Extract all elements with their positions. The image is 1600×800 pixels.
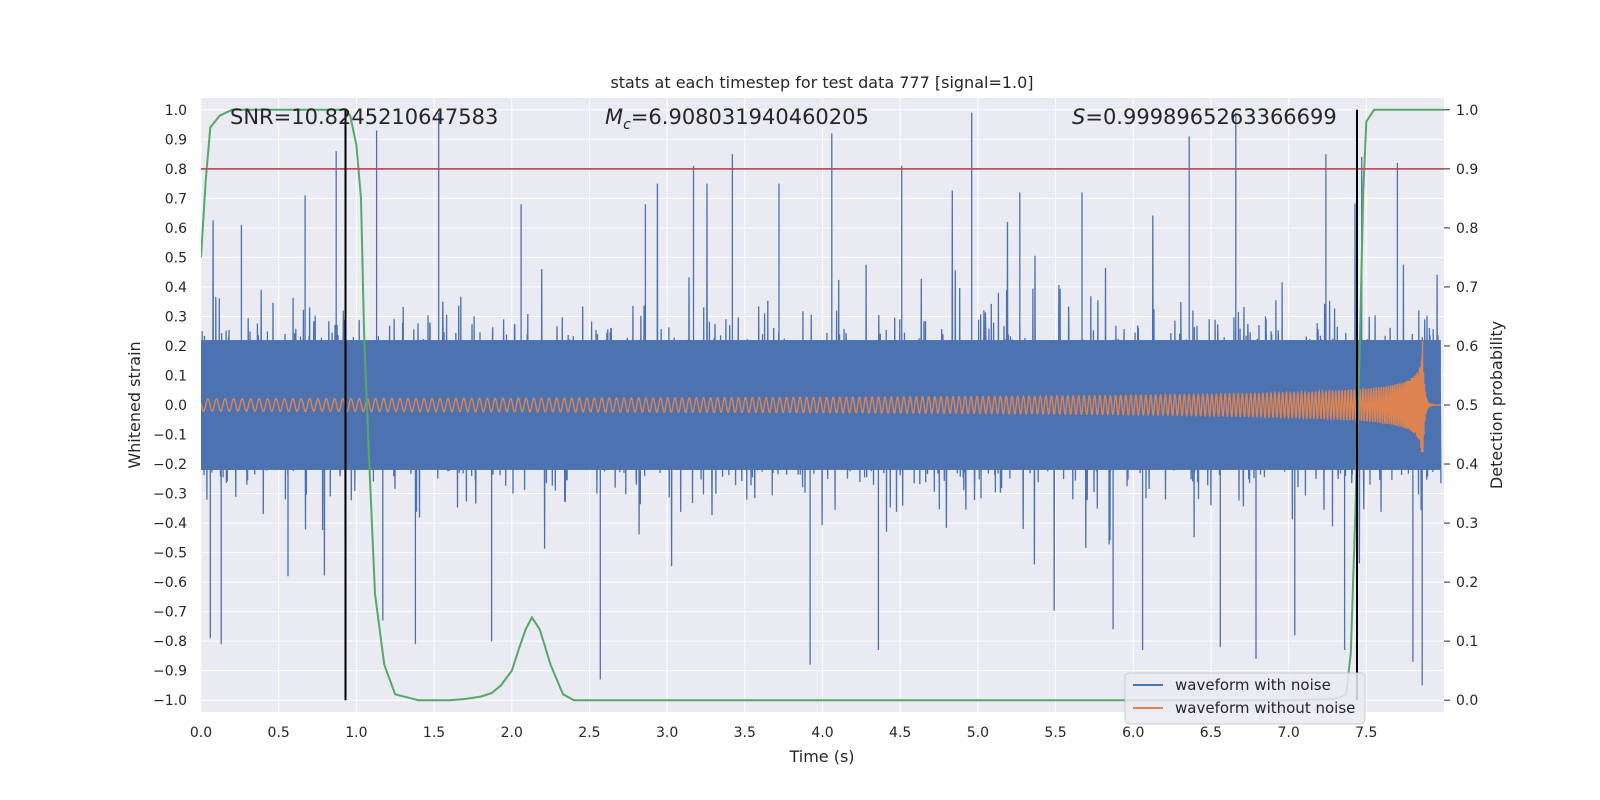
x-tick-label: 2.0	[501, 725, 523, 741]
y-tick-label: 0.7	[165, 191, 187, 207]
legend-label-clean: waveform without noise	[1175, 699, 1355, 717]
score-annotation: S=0.9998965263366699	[1072, 105, 1337, 129]
y-tick-label: −1.0	[153, 693, 187, 709]
chirp-mass-value: =6.908031940460205	[631, 105, 869, 129]
y-tick-label: 0.8	[165, 162, 187, 178]
legend-label-noise: waveform with noise	[1175, 676, 1331, 694]
waveform-without-noise-series	[201, 340, 1441, 453]
y-tick-label: −0.3	[153, 487, 187, 503]
x-tick-label: 4.5	[889, 725, 911, 741]
y-tick-label: −0.6	[153, 575, 187, 591]
y2-tick-label: 0.8	[1456, 221, 1478, 237]
y-tick-label: 0.4	[165, 280, 187, 296]
y2-tick-label: 0.1	[1456, 634, 1478, 650]
x-tick-label: 5.0	[967, 725, 989, 741]
y2-axis-label: Detection probability	[1487, 321, 1506, 489]
y2-tick-label: 0.6	[1456, 339, 1478, 355]
score-value: =0.9998965263366699	[1085, 105, 1336, 129]
x-tick-label: 6.0	[1122, 725, 1144, 741]
y-tick-label: −0.8	[153, 634, 187, 650]
y-tick-label: 1.0	[165, 103, 187, 119]
x-tick-label: 6.5	[1200, 725, 1222, 741]
chirp-mass-annotation: Mc=6.908031940460205	[605, 105, 869, 133]
x-tick-label: 7.5	[1355, 725, 1377, 741]
x-tick-label: 0.5	[268, 725, 290, 741]
y-tick-label: −0.4	[153, 516, 187, 532]
chirp-mass-subscript: c	[623, 117, 631, 133]
y2-axis-ticks: 1.0 0.9 0.8 0.7 0.6 0.5 0.4 0.3 0.2 0.1 0.0	[1444, 103, 1478, 709]
y2-tick-label: 0.4	[1456, 457, 1478, 473]
y-tick-label: −0.2	[153, 457, 187, 473]
waveform-with-noise-core	[201, 340, 1441, 470]
x-tick-label: 0.0	[190, 725, 212, 741]
y-tick-label: 0.6	[165, 221, 187, 237]
waveform-without-noise-line	[201, 340, 1441, 453]
legend-box	[1124, 672, 1366, 725]
x-tick-label: 5.5	[1044, 725, 1066, 741]
y-axis-label: Whitened strain	[125, 341, 144, 468]
y-tick-label: 0.1	[165, 368, 187, 384]
y2-tick-label: 0.5	[1456, 398, 1478, 414]
y-tick-label: −0.9	[153, 664, 187, 680]
x-axis-ticks: 0.0 0.5 1.0 1.5 2.0 2.5 3.0 3.5 4.0 4.5 5.0 5.5 6.0 6…	[190, 725, 1378, 741]
y-axis-ticks: 1.0 0.9 0.8 0.7 0.6 0.5 0.4 0.3 0.2 0.1 0.0 −0.1 −0.…	[153, 103, 187, 709]
y-tick-label: −0.1	[153, 428, 187, 444]
detection-markers	[344, 109, 1358, 701]
chirp-mass-symbol: M	[605, 105, 623, 129]
x-tick-label: 1.0	[345, 725, 367, 741]
x-axis-label: Time (s)	[788, 747, 854, 766]
x-tick-label: 2.5	[578, 725, 600, 741]
y2-tick-label: 0.0	[1456, 693, 1478, 709]
x-tick-label: 7.0	[1277, 725, 1299, 741]
x-tick-label: 4.0	[811, 725, 833, 741]
y-tick-label: 0.3	[165, 309, 187, 325]
score-symbol: S	[1072, 105, 1085, 129]
legend: waveform with noise waveform without noi…	[1124, 672, 1366, 725]
x-tick-label: 1.5	[423, 725, 445, 741]
y2-tick-label: 0.7	[1456, 280, 1478, 296]
y2-tick-label: 1.0	[1456, 103, 1478, 119]
y2-tick-label: 0.3	[1456, 516, 1478, 532]
y-tick-label: 0.2	[165, 339, 187, 355]
y-tick-label: −0.7	[153, 605, 187, 621]
y-tick-label: −0.5	[153, 546, 187, 562]
snr-annotation: SNR=10.8245210647583	[230, 105, 498, 129]
x-tick-label: 3.5	[734, 725, 756, 741]
y2-tick-label: 0.2	[1456, 575, 1478, 591]
y-tick-label: 0.0	[165, 398, 187, 414]
x-tick-label: 3.0	[656, 725, 678, 741]
y-tick-label: 0.5	[165, 250, 187, 266]
chart-title: stats at each timestep for test data 777…	[610, 73, 1033, 92]
y-tick-label: 0.9	[165, 132, 187, 148]
y2-tick-label: 0.9	[1456, 162, 1478, 178]
